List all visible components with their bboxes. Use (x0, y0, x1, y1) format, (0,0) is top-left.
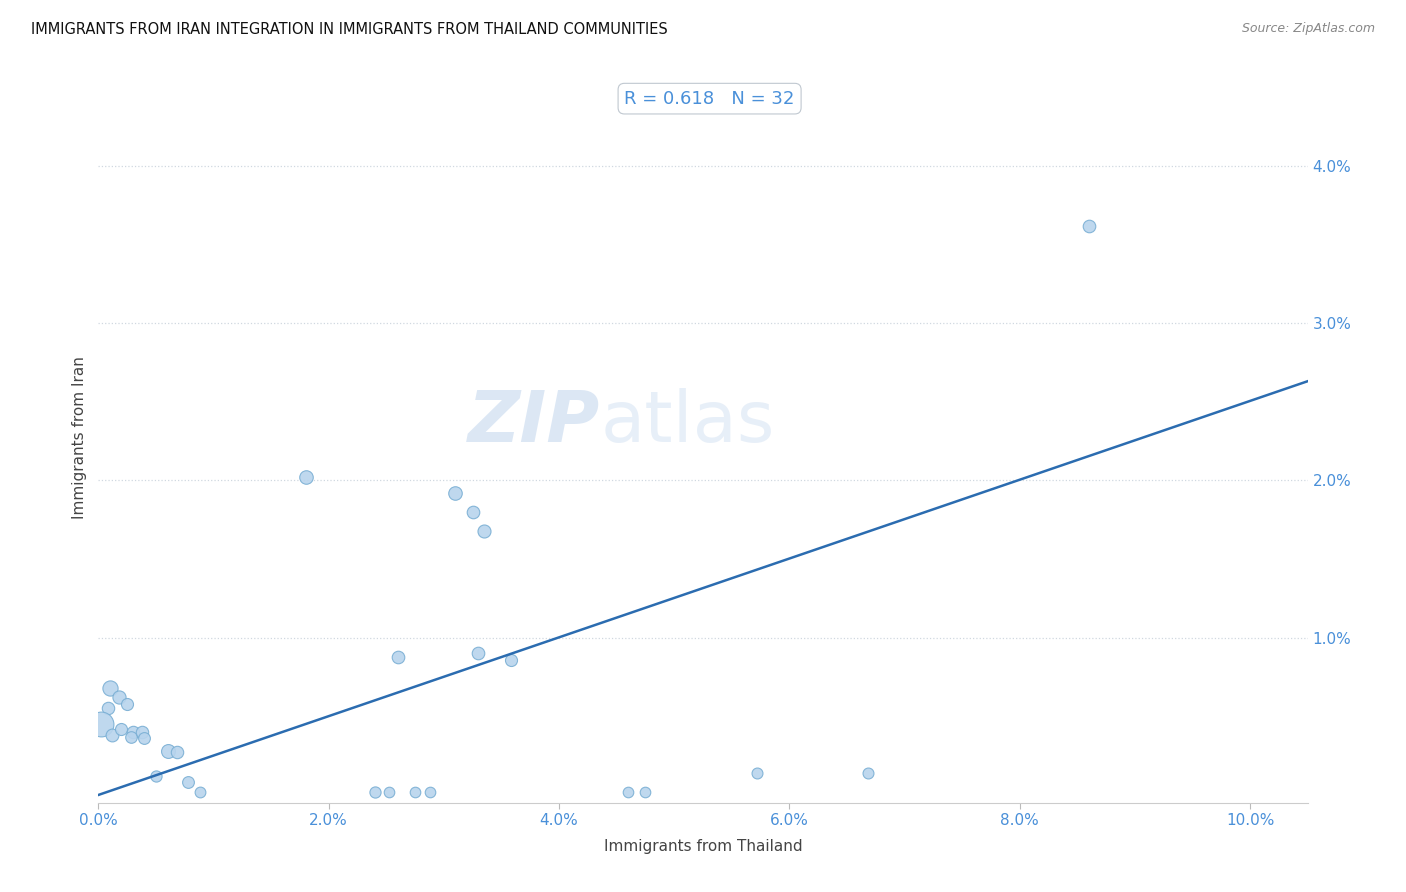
Point (98, 681, 121, 695)
Y-axis label: Immigrants from Iran: Immigrants from Iran (72, 356, 87, 518)
Point (294, 470, 316, 484)
Point (444, 486, 467, 500)
X-axis label: Immigrants from Thailand: Immigrants from Thailand (603, 839, 803, 855)
Text: R = 0.618   N = 32: R = 0.618 N = 32 (624, 90, 794, 108)
Point (1077, 219, 1099, 233)
Point (377, 785, 399, 799)
Point (101, 728, 124, 742)
Point (97, 701, 120, 715)
Text: IMMIGRANTS FROM IRAN INTEGRATION IN IMMIGRANTS FROM THAILAND COMMUNITIES: IMMIGRANTS FROM IRAN INTEGRATION IN IMMI… (31, 22, 668, 37)
Point (115, 697, 138, 711)
Text: ZIP: ZIP (468, 388, 600, 457)
Point (419, 785, 441, 799)
Point (188, 785, 211, 799)
Point (856, 765, 879, 780)
Point (145, 769, 167, 783)
Point (177, 775, 200, 789)
Point (90, 717, 112, 731)
Text: Source: ZipAtlas.com: Source: ZipAtlas.com (1241, 22, 1375, 36)
Point (387, 649, 409, 664)
Point (108, 690, 131, 705)
Point (166, 746, 188, 760)
Point (461, 505, 484, 519)
Point (364, 785, 387, 799)
Point (472, 524, 495, 538)
Point (404, 785, 426, 799)
Point (617, 785, 640, 799)
Point (634, 785, 657, 799)
Point (122, 725, 145, 739)
Point (499, 653, 522, 667)
Point (110, 722, 132, 736)
Point (745, 765, 768, 780)
Point (131, 725, 153, 739)
Point (156, 744, 179, 758)
Point (467, 646, 489, 660)
Text: atlas: atlas (600, 388, 775, 457)
Point (134, 731, 156, 746)
Point (120, 730, 142, 744)
